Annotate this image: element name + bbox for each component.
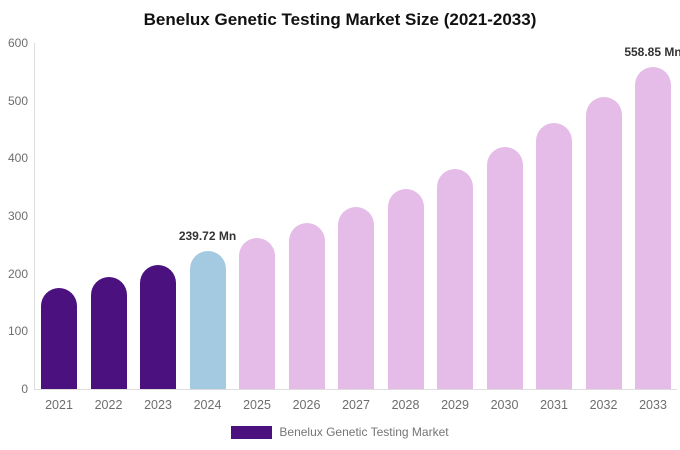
- bar-2024[interactable]: [189, 250, 226, 389]
- x-tick-2027: 2027: [342, 398, 370, 412]
- legend-item[interactable]: Benelux Genetic Testing Market: [231, 425, 449, 439]
- x-tick-2026: 2026: [292, 398, 321, 412]
- x-tick-2023: 2023: [144, 398, 172, 412]
- y-axis-line: [34, 43, 35, 389]
- data-label-2033: 558.85 Mn: [624, 44, 680, 59]
- y-tick-0: 0: [21, 382, 28, 396]
- bar-2025[interactable]: [239, 237, 275, 389]
- x-tick-2030: 2030: [490, 398, 519, 412]
- y-tick-500: 500: [7, 93, 28, 108]
- bar-2031[interactable]: [536, 123, 572, 389]
- x-tick-2021: 2021: [45, 398, 73, 412]
- bar-2021[interactable]: [41, 287, 77, 389]
- bar-2028[interactable]: [387, 188, 424, 389]
- bar-2023[interactable]: [140, 265, 176, 389]
- bar-2032[interactable]: [585, 96, 622, 389]
- x-tick-2031: 2031: [540, 398, 568, 412]
- x-axis-line: [34, 389, 677, 390]
- y-tick-600: 600: [7, 36, 28, 50]
- bar-2030[interactable]: [486, 147, 523, 389]
- x-tick-2033: 2033: [639, 398, 667, 412]
- bar-2026[interactable]: [288, 222, 325, 389]
- y-tick-300: 300: [7, 209, 28, 223]
- bar-2022[interactable]: [90, 277, 127, 389]
- legend-swatch-icon: [231, 425, 273, 439]
- x-tick-2028: 2028: [391, 398, 420, 412]
- bar-2029[interactable]: [437, 169, 473, 389]
- x-tick-2029: 2029: [441, 398, 469, 412]
- legend: Benelux Genetic Testing Market: [0, 425, 680, 439]
- x-tick-2024: 2024: [193, 398, 222, 412]
- x-tick-2022: 2022: [94, 398, 123, 412]
- y-tick-200: 200: [7, 266, 28, 281]
- y-tick-400: 400: [7, 151, 28, 166]
- data-label-2024: 239.72 Mn: [178, 228, 237, 243]
- chart-title: Benelux Genetic Testing Market Size (202…: [143, 10, 537, 29]
- legend-label: Benelux Genetic Testing Market: [279, 425, 449, 439]
- x-tick-2025: 2025: [243, 398, 271, 412]
- y-tick-100: 100: [7, 324, 28, 339]
- bar-2027[interactable]: [338, 206, 374, 389]
- x-tick-2032: 2032: [589, 398, 618, 412]
- bar-2033[interactable]: [635, 66, 671, 389]
